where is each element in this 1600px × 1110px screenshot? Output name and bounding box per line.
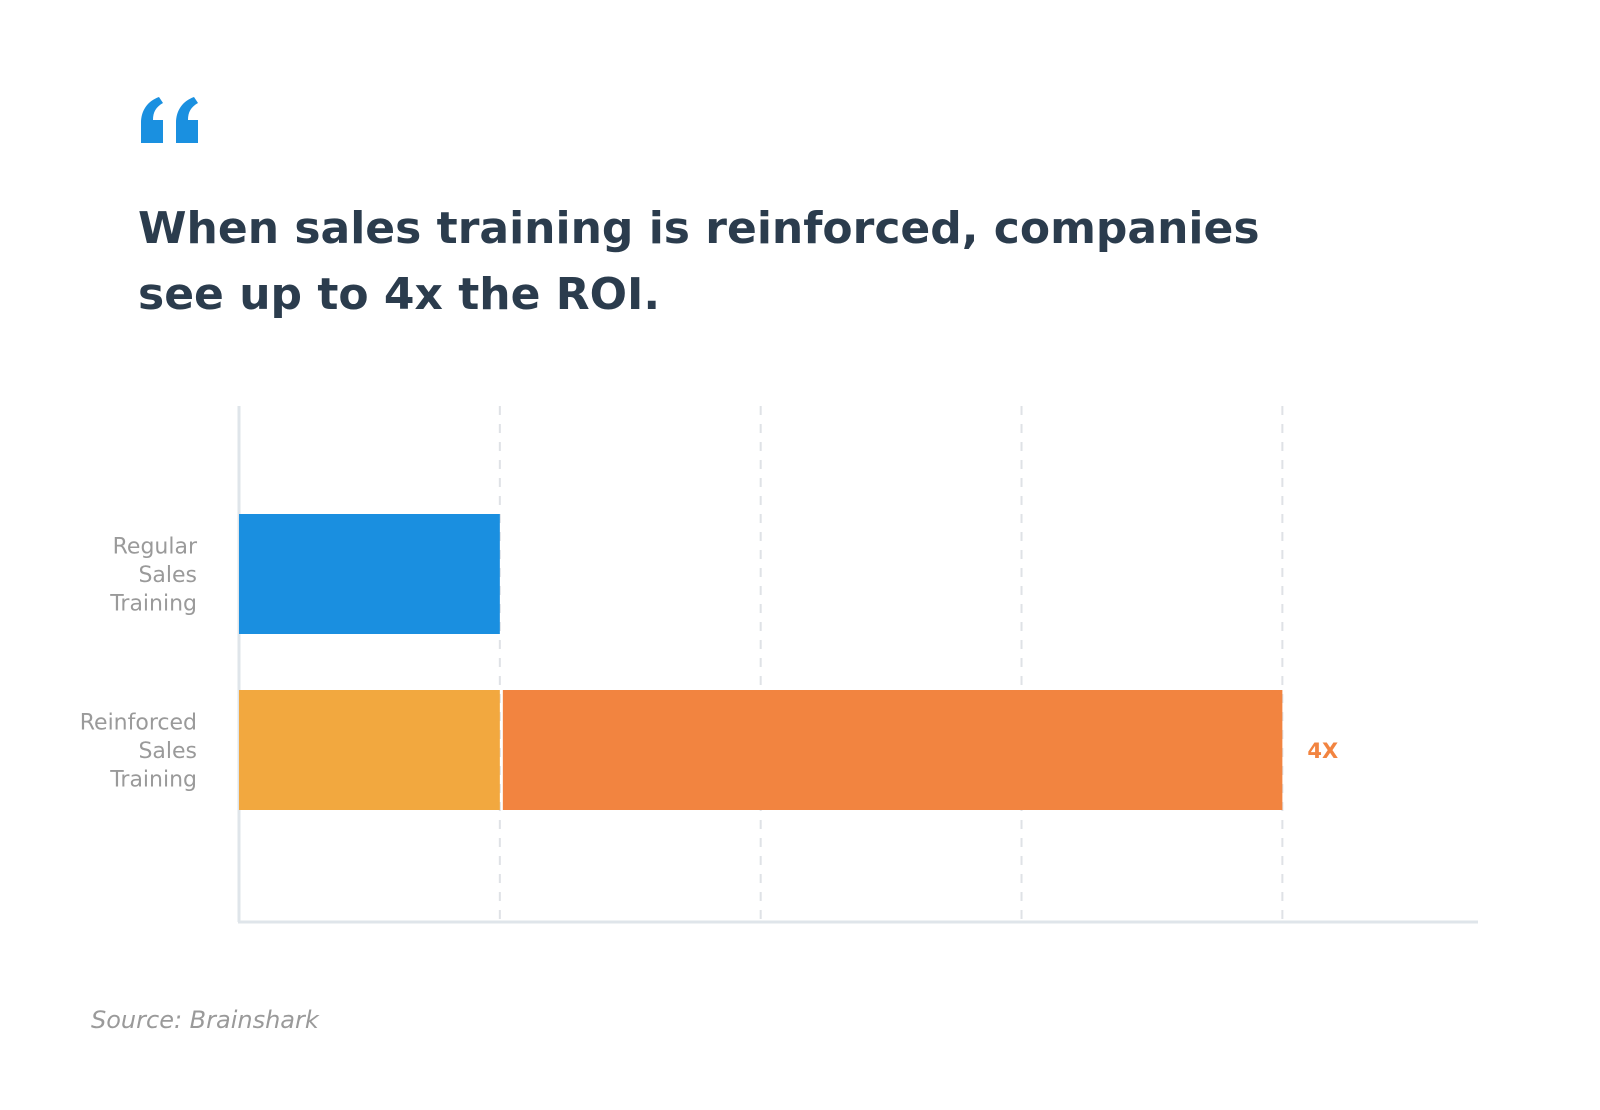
bar-reinforced-segment-1 bbox=[239, 690, 500, 810]
bar-reinforced-segment-2 bbox=[502, 690, 1283, 810]
source-note: Source: Brainshark bbox=[91, 1006, 319, 1034]
category-label-reinforced-line-2: Sales bbox=[138, 739, 197, 764]
bar-regular-segment-1 bbox=[239, 514, 500, 634]
category-label-regular-line-1: Regular bbox=[113, 535, 198, 560]
quote-mark-icon bbox=[141, 97, 198, 143]
data-label-reinforced: 4X bbox=[1307, 739, 1338, 763]
category-label-reinforced-line-1: Reinforced bbox=[80, 711, 197, 736]
headline: When sales training is reinforced, compa… bbox=[138, 203, 1260, 320]
category-label-regular-line-3: Training bbox=[109, 592, 197, 617]
category-label-regular-line-2: Sales bbox=[138, 563, 197, 588]
category-label-reinforced-line-3: Training bbox=[109, 768, 197, 793]
